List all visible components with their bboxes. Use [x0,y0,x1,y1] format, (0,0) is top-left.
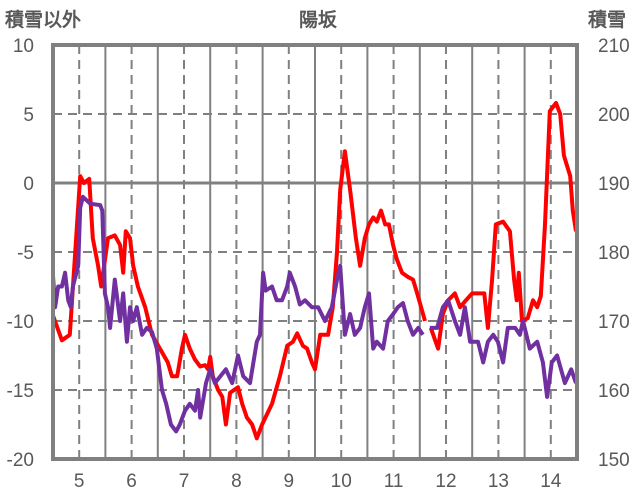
x-tick: 11 [384,471,404,492]
y-tick-left: 10 [13,36,34,57]
y-tick-right: 160 [598,381,630,402]
y-tick-left: -10 [7,312,34,333]
y-tick-right: 170 [598,312,630,333]
x-tick: 12 [435,471,456,492]
tick-labels: 10 5 0 -5 -10 -15 -20 210 200 190 180 170 160 150 5 6 7 8… [7,36,630,492]
plot-frame [51,43,579,461]
x-tick: 7 [179,471,190,492]
y-tick-left: -15 [7,381,34,402]
y-tick-left: -20 [7,450,34,471]
x-tick: 9 [284,471,295,492]
chart-title: 陽坂 [299,9,338,31]
x-tick: 13 [488,471,509,492]
y-tick-right: 180 [598,243,630,264]
x-tick: 10 [331,471,352,492]
y-tick-left: 0 [23,174,34,195]
x-tick: 14 [540,471,562,492]
y-tick-left: -5 [17,243,34,264]
x-tick: 6 [126,471,137,492]
y-tick-right: 210 [598,36,630,57]
left-axis-title: 積雪以外 [5,8,81,31]
y-tick-right: 200 [598,105,630,126]
series-line-red [51,101,578,441]
series-lines [51,101,578,441]
y-tick-right: 190 [598,174,630,195]
y-tick-left: 5 [23,105,34,126]
x-tick: 5 [74,471,85,492]
series-line-purple [51,194,578,434]
x-tick: 8 [231,471,242,492]
y-tick-right: 150 [598,450,630,471]
right-axis-title: 積雪 [588,8,626,31]
